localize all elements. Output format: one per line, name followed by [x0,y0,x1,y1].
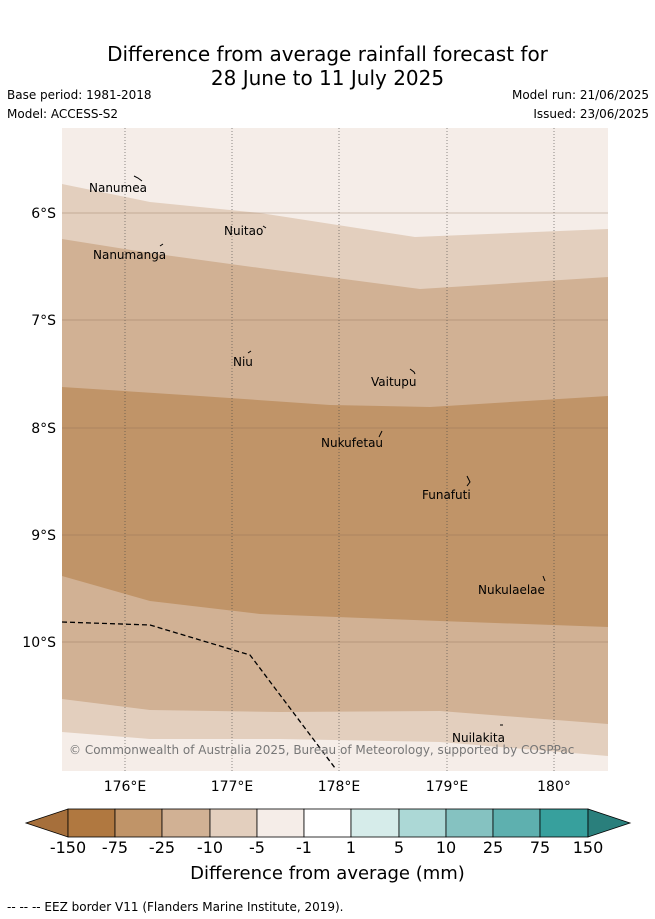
colorbar-tick-label: 25 [482,838,504,857]
base-period: Base period: 1981-2018 [7,88,152,102]
colorbar-segment [445,808,494,838]
rainfall-map: Nanumea Nuitao Nanumanga Niu Vaitupu Nuk… [22,128,608,795]
model-run: Model run: 21/06/2025 [511,88,649,102]
island-outlines [133,175,546,726]
model-name: Model: ACCESS-S2 [7,107,119,121]
lon-label-178e: 178°E [318,779,361,795]
latitude-labels: 6°S 7°S 8°S 9°S 10°S [22,206,56,651]
lon-label-176e: 176°E [104,779,147,795]
colorbar-segment [256,808,305,838]
eez-border [61,621,336,769]
longitude-labels: 176°E 177°E 178°E 179°E 180° [104,779,571,795]
colorbar-label: Difference from average (mm) [190,863,465,884]
colorbar-tick-label: 10 [435,838,457,857]
colorbar-tick-label: -1 [296,838,312,857]
colorbar-segment [398,808,447,838]
colorbar-tick-label: -25 [148,838,176,857]
lon-label-180: 180° [537,779,571,795]
map-title-line1: Difference from average rainfall forecas… [107,42,548,66]
colorbar-tick-label: -5 [249,838,265,857]
lat-label-7s: 7°S [31,313,56,329]
gridlines [124,128,555,771]
place-nuitao: Nuitao [224,224,263,238]
place-niu: Niu [233,355,253,369]
band-minus25 [62,387,608,627]
place-funafuti: Funafuti [422,488,471,502]
place-nanumea: Nanumea [89,181,147,195]
colorbar-tick-label: 75 [529,838,551,857]
lat-label-9s: 9°S [31,528,56,544]
place-labels: Nanumea Nuitao Nanumanga Niu Vaitupu Nuk… [89,181,545,745]
map-title-line2: 28 June to 11 July 2025 [210,66,445,90]
colorbar-segment [303,808,352,838]
colorbar [24,808,632,838]
colorbar-segment [209,808,258,838]
issued-date: Issued: 23/06/2025 [533,107,649,121]
place-nanumanga: Nanumanga [93,248,166,262]
colorbar-tick-label: -10 [196,838,224,857]
colorbar-segment [161,808,211,838]
place-vaitupu: Vaitupu [371,375,417,389]
colorbar-segment [350,808,400,838]
colorbar-tick-label: -150 [49,838,87,857]
copyright-notice: © Commonwealth of Australia 2025, Bureau… [69,743,574,757]
colorbar-segment [492,808,541,838]
lon-label-177e: 177°E [211,779,254,795]
colorbar-segment [67,808,116,838]
lat-label-10s: 10°S [22,635,56,651]
colorbar-high-extension [587,808,632,838]
place-nukulaelae: Nukulaelae [478,583,545,597]
colorbar-tick-label: 1 [345,838,357,857]
colorbar-tick-label: -75 [101,838,129,857]
lat-label-8s: 8°S [31,421,56,437]
place-nukufetau: Nukufetau [321,436,383,450]
colorbar-tick-label: 150 [572,838,604,857]
lat-label-6s: 6°S [31,206,56,222]
colorbar-low-extension [24,808,69,838]
colorbar-segment [114,808,163,838]
eez-footnote: -- -- -- EEZ border V11 (Flanders Marine… [7,900,344,914]
lon-label-179e: 179°E [426,779,469,795]
colorbar-segment [539,808,589,838]
colorbar-tick-label: 5 [393,838,405,857]
place-nuilakita: Nuilakita [452,731,505,745]
latitude-lines [62,212,608,643]
